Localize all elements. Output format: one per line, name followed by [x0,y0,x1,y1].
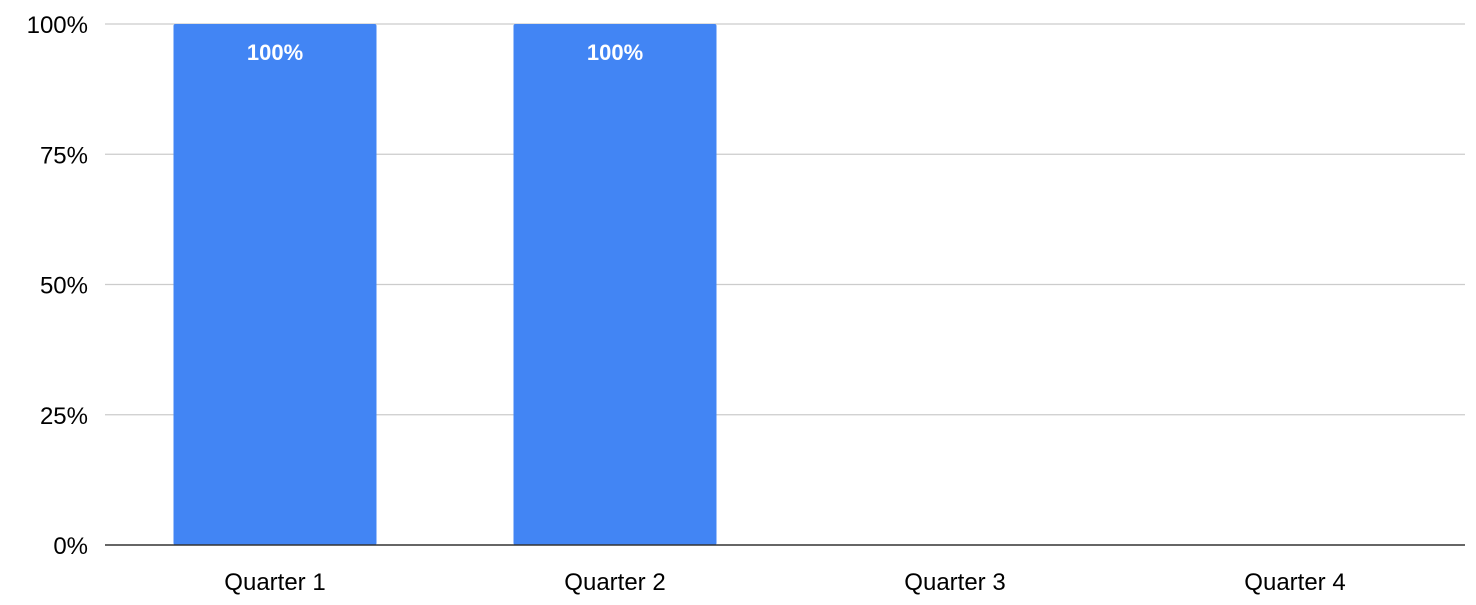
bar-quarter-1 [173,24,377,545]
data-label: 100% [247,40,303,65]
data-label: 100% [587,40,643,65]
x-axis-ticks: Quarter 1 Quarter 2 Quarter 3 Quarter 4 [224,569,1345,596]
x-tick-label: Quarter 3 [904,569,1005,596]
y-tick-label: 50% [40,273,88,300]
x-tick-label: Quarter 4 [1244,569,1345,596]
x-tick-label: Quarter 2 [564,569,665,596]
y-tick-label: 0% [53,533,88,560]
data-labels: 100% 100% [247,40,643,65]
x-tick-label: Quarter 1 [224,569,325,596]
y-axis-ticks: 0% 25% 50% 75% 100% [27,12,88,560]
y-tick-label: 100% [27,12,88,39]
bar-quarter-2 [513,24,717,545]
y-tick-label: 75% [40,142,88,169]
bars [173,24,717,545]
y-tick-label: 25% [40,403,88,430]
